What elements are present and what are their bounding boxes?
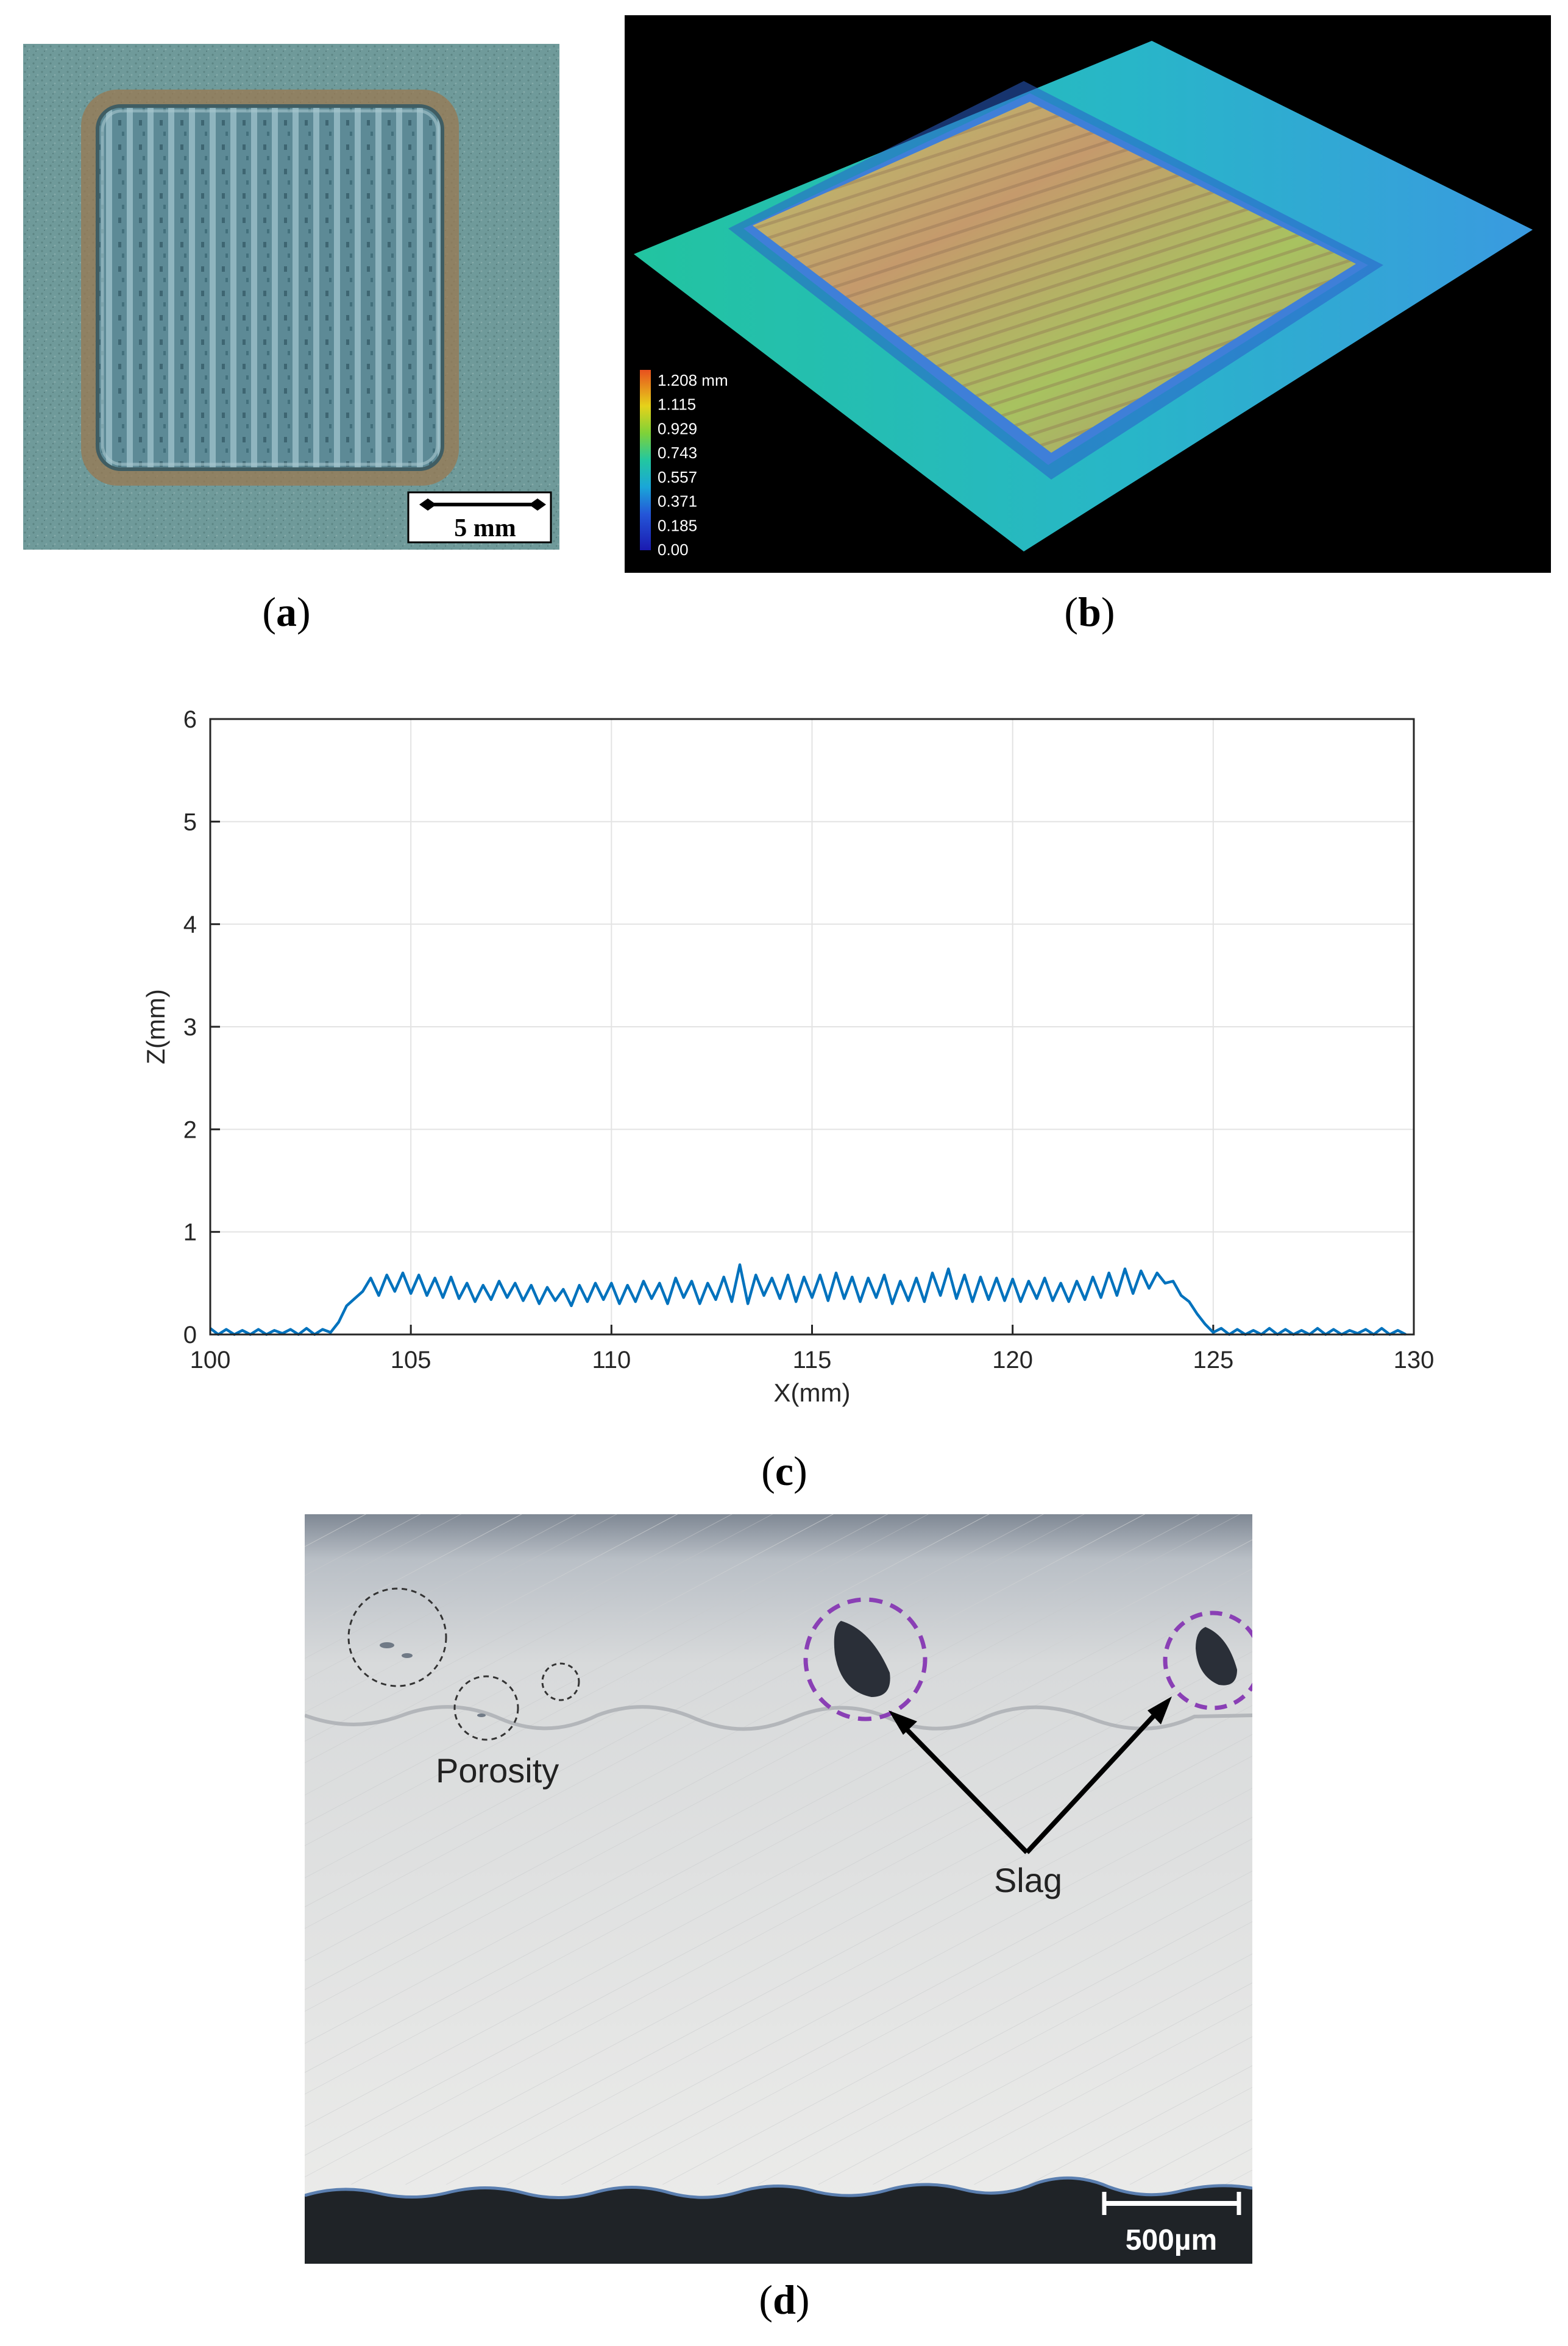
plot-frame <box>209 718 1415 1336</box>
scale-bar-a: 5 mm <box>407 491 552 544</box>
slag-circle-2 <box>1163 1611 1252 1710</box>
porosity-label: Porosity <box>436 1751 559 1790</box>
y-tick-label: 2 <box>183 1116 197 1143</box>
deposit-edge-highlight <box>101 109 439 466</box>
colorbar-tick-label: 0.185 <box>658 516 697 534</box>
deposit-square <box>96 104 444 471</box>
slag-label: Slag <box>994 1861 1062 1899</box>
colorbar: 1.208 mm 1.115 0.929 0.743 0.557 0.371 0.185 0.… <box>640 370 728 559</box>
porosity-circle-1 <box>347 1587 447 1687</box>
x-tick-label: 130 <box>1394 1347 1435 1373</box>
x-tick-label: 125 <box>1193 1347 1233 1373</box>
caption-c: (c) <box>761 1448 807 1494</box>
x-tick-label: 105 <box>391 1347 431 1373</box>
colorbar-tick-label: 0.929 <box>658 419 697 438</box>
colorbar-tick-label: 1.208 mm <box>658 371 728 389</box>
x-tick-label: 100 <box>190 1347 231 1373</box>
deposit-texture <box>753 102 1356 453</box>
pore <box>477 1713 486 1717</box>
slag-arrow-2 <box>1025 1704 1165 1854</box>
porosity-circle-2 <box>453 1675 519 1741</box>
colorbar-tick-label: 0.743 <box>658 444 697 462</box>
colorbar-tick-label: 1.115 <box>658 395 696 414</box>
colorbar-gradient <box>640 370 651 550</box>
caption-d: (d) <box>759 2277 810 2323</box>
x-tick-label: 120 <box>992 1347 1033 1373</box>
porosity-circle-3 <box>541 1662 580 1701</box>
scale-bar-a-label: 5 mm <box>454 514 516 542</box>
fusion-line <box>305 1705 1252 1731</box>
slag-arrowhead-2 <box>1148 1696 1172 1724</box>
y-tick-label: 1 <box>183 1219 197 1246</box>
scale-bar-d-label: 500µm <box>1126 2224 1217 2256</box>
slag-inclusion-2 <box>1196 1627 1237 1685</box>
slag-arrow-1 <box>896 1718 1029 1854</box>
panel-d-cross-section: Porosity Slag 500µm <box>305 1514 1252 2264</box>
scale-bar-d: 500µm <box>1102 2192 1241 2256</box>
polish-scratches <box>305 1514 1252 2185</box>
colorbar-tick-label: 0.00 <box>658 540 689 559</box>
x-tick-label: 110 <box>592 1347 631 1373</box>
y-tick-label: 5 <box>183 809 197 835</box>
colorbar-tick-label: 0.371 <box>658 492 697 511</box>
y-tick-label: 0 <box>183 1322 197 1348</box>
series-profile-line <box>209 1263 1407 1336</box>
panel-b-height-map: 1.208 mm 1.115 0.929 0.743 0.557 0.371 0.185 0.… <box>625 15 1551 573</box>
porosity-markers <box>347 1587 580 1741</box>
caption-a: (a) <box>262 589 311 635</box>
y-tick-label: 3 <box>183 1014 197 1041</box>
x-tick-label: 115 <box>793 1347 832 1373</box>
panel-a-micrograph: 5 mm <box>23 44 559 550</box>
colorbar-tick-label: 0.557 <box>658 468 697 486</box>
pore <box>380 1642 394 1648</box>
caption-b: (b) <box>1064 589 1115 635</box>
pore <box>402 1653 413 1658</box>
y-tick-label: 4 <box>183 912 197 938</box>
x-axis-label: X(mm) <box>774 1378 851 1407</box>
slag-arrowhead-1 <box>889 1710 917 1735</box>
slag-circle-1 <box>803 1597 928 1721</box>
y-tick-label: 6 <box>183 706 197 733</box>
heat-affected-ring <box>81 90 459 486</box>
slag-inclusion-1 <box>834 1621 890 1697</box>
mounting-resin <box>305 2178 1252 2264</box>
panel-c-profile-chart: 100 105 110 115 120 125 130 0 1 2 3 4 5 6 X(mm) Z(mm) <box>140 701 1511 1432</box>
sample-edge <box>305 2176 1252 2199</box>
y-axis-label: Z(mm) <box>141 989 170 1065</box>
slag-markers <box>803 1597 1252 1854</box>
